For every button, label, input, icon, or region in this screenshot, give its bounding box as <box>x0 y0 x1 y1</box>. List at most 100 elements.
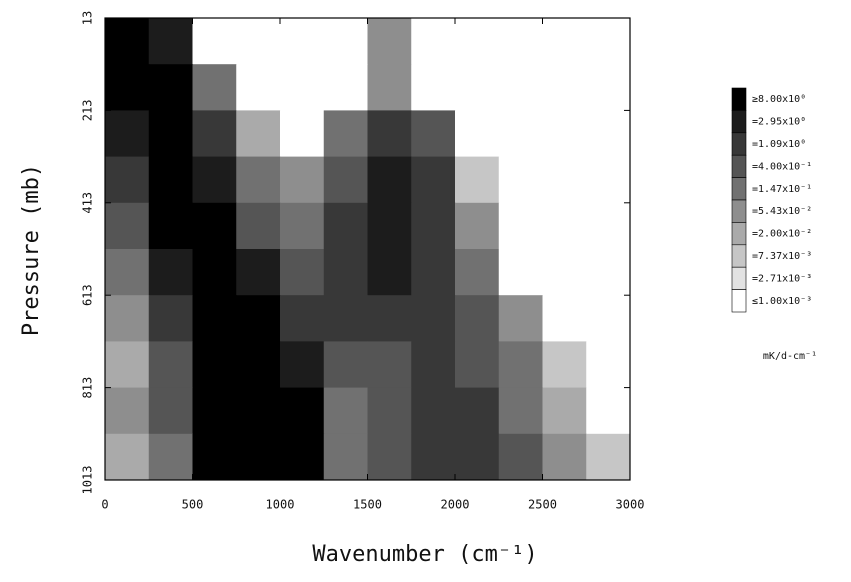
heat-cell <box>148 156 193 204</box>
heat-cell <box>280 387 325 435</box>
heat-cell <box>498 433 543 481</box>
heat-cell <box>236 18 281 65</box>
heat-cell <box>411 249 456 296</box>
heat-cell <box>542 202 587 250</box>
heat-cell <box>192 341 237 389</box>
heat-cell <box>586 295 631 342</box>
heat-cell <box>323 295 368 342</box>
heat-cell <box>323 110 368 158</box>
legend-swatch <box>731 110 747 134</box>
heat-cell <box>280 18 325 65</box>
heat-cell <box>236 249 281 296</box>
heat-cell <box>542 295 587 342</box>
heat-cell <box>192 249 237 296</box>
heat-cell <box>411 295 456 342</box>
heat-cell <box>411 110 456 158</box>
heat-cell <box>455 433 500 481</box>
x-tick-label: 2500 <box>528 498 557 512</box>
legend-swatch <box>731 222 747 246</box>
legend-label: ≥8.00x10⁰ <box>752 94 806 105</box>
heat-cell <box>192 433 237 481</box>
heat-cell <box>586 249 631 296</box>
heat-cell <box>148 110 193 158</box>
heat-cell <box>148 387 193 435</box>
heat-cell <box>323 249 368 296</box>
heat-cell <box>542 387 587 435</box>
heat-cell <box>367 110 412 158</box>
y-tick-label: 213 <box>81 100 95 122</box>
heat-cell <box>280 295 325 342</box>
heat-cell <box>542 249 587 296</box>
heat-cell <box>586 433 631 481</box>
legend-label: =7.37x10⁻³ <box>752 251 812 262</box>
heat-cell <box>105 18 150 65</box>
heat-cell <box>323 341 368 389</box>
x-tick-label: 500 <box>182 498 204 512</box>
y-tick-label: 13 <box>81 11 95 25</box>
heat-cell <box>498 295 543 342</box>
heat-cell <box>105 295 150 342</box>
heat-cell <box>192 295 237 342</box>
heat-cell <box>323 387 368 435</box>
heat-cell <box>280 433 325 481</box>
heat-cell <box>586 110 631 158</box>
heat-cell <box>411 387 456 435</box>
heat-cell <box>105 387 150 435</box>
heat-cell <box>323 18 368 65</box>
heat-cell <box>148 341 193 389</box>
heat-cell <box>498 110 543 158</box>
heat-cell <box>542 433 587 481</box>
heat-cell <box>542 18 587 65</box>
heat-cell <box>455 295 500 342</box>
legend-swatch <box>731 244 747 268</box>
heat-cell <box>105 202 150 250</box>
legend-swatch <box>731 154 747 178</box>
heat-cell <box>148 64 193 111</box>
y-tick-label: 413 <box>81 192 95 214</box>
heat-cell <box>455 387 500 435</box>
heat-cell <box>148 433 193 481</box>
heat-cell <box>280 64 325 111</box>
heat-cell <box>236 156 281 204</box>
heat-cell <box>105 249 150 296</box>
heat-cell <box>367 387 412 435</box>
heat-cell <box>280 341 325 389</box>
legend-label: =1.09x10⁰ <box>752 139 806 150</box>
legend-swatch <box>731 199 747 223</box>
heat-cell <box>280 249 325 296</box>
heat-cell <box>367 156 412 204</box>
heat-cell <box>236 64 281 111</box>
heat-cell <box>498 202 543 250</box>
legend-label: =1.47x10⁻¹ <box>752 184 812 195</box>
y-tick-label: 1013 <box>81 466 95 495</box>
heat-cell <box>148 202 193 250</box>
heat-cell <box>411 202 456 250</box>
heat-cell <box>280 156 325 204</box>
heat-cell <box>455 18 500 65</box>
heat-cell <box>542 341 587 389</box>
heat-cell <box>367 433 412 481</box>
heat-cell <box>455 156 500 204</box>
legend-label: =4.00x10⁻¹ <box>752 161 812 172</box>
legend-label: =2.95x10⁰ <box>752 117 806 128</box>
heat-cell <box>455 202 500 250</box>
legend-swatch <box>731 177 747 201</box>
legend-swatch <box>731 266 747 290</box>
heat-cell <box>323 202 368 250</box>
heat-cell <box>498 18 543 65</box>
heat-cell <box>192 110 237 158</box>
x-tick-label: 0 <box>101 498 108 512</box>
legend-label: =2.71x10⁻³ <box>752 273 812 284</box>
heat-cell <box>280 110 325 158</box>
x-tick-label: 1500 <box>353 498 382 512</box>
heat-cell <box>192 202 237 250</box>
heat-cell <box>542 156 587 204</box>
heat-cell <box>105 433 150 481</box>
heat-cell <box>455 249 500 296</box>
heat-cell <box>586 64 631 111</box>
heat-cell <box>498 341 543 389</box>
legend-label: =5.43x10⁻² <box>752 206 812 217</box>
x-tick-label: 3000 <box>616 498 645 512</box>
heat-cell <box>411 64 456 111</box>
